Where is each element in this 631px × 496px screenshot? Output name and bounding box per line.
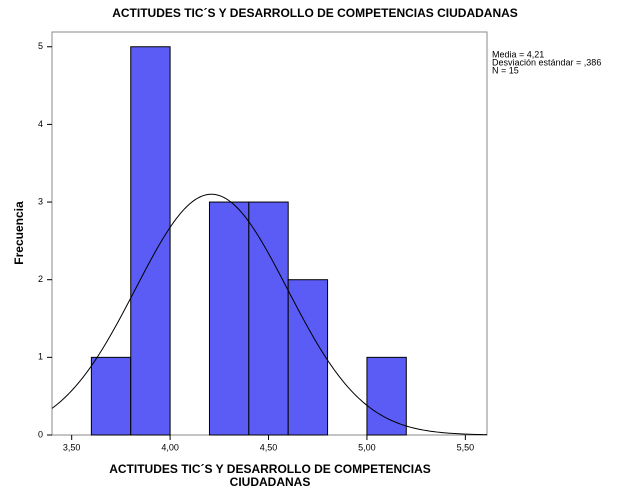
x-axis-label: CIUDADANAS: [230, 475, 311, 489]
x-tick-label: 5,50: [457, 442, 475, 452]
x-tick-label: 4,50: [260, 442, 278, 452]
y-tick-label: 2: [38, 274, 43, 284]
bar: [248, 201, 289, 436]
bar: [287, 279, 329, 436]
x-tick-label: 3,50: [63, 442, 81, 452]
stat-label: N = 15: [492, 65, 519, 75]
normal-curve: [51, 193, 488, 436]
chart-title: ACTITUDES TIC´S Y DESARROLLO DE COMPETEN…: [112, 6, 518, 20]
y-tick-label: 5: [38, 41, 43, 51]
bar: [130, 46, 171, 436]
y-tick-label: 1: [38, 352, 43, 362]
stat-label: Desviación estándar = ,386: [492, 57, 601, 67]
y-tick-label: 0: [38, 429, 43, 439]
bar: [208, 201, 250, 436]
y-axis-label: Frecuencia: [12, 201, 26, 265]
bar: [366, 356, 407, 436]
y-tick-label: 3: [38, 196, 43, 206]
x-tick-label: 4,00: [161, 442, 179, 452]
stat-label: Media = 4,21: [492, 49, 544, 59]
x-axis-label: ACTITUDES TIC´S Y DESARROLLO DE COMPETEN…: [109, 462, 431, 476]
y-tick-label: 4: [38, 119, 43, 129]
bar: [90, 356, 132, 436]
x-tick-label: 5,00: [358, 442, 376, 452]
